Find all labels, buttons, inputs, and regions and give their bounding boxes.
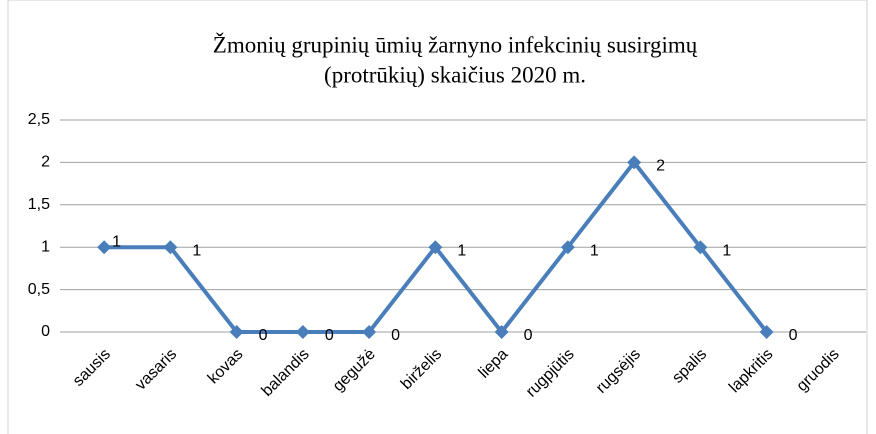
data-label: 1 [192,242,201,259]
x-tick-label: liepa [476,346,512,382]
data-label: 1 [722,242,731,259]
marker [693,240,708,255]
y-tick-label: 2 [41,154,50,171]
marker [295,325,310,339]
data-label: 0 [789,327,798,344]
x-tick-label: sausis [70,346,114,390]
y-tick-label: 0 [41,323,50,340]
x-tick-label: spalis [669,346,710,387]
x-tick-label: gegužė [330,346,379,395]
marker [627,155,642,170]
chart-title: (protrūkių) skaičius 2020 m. [324,62,586,87]
x-tick-label: kovas [205,346,247,388]
y-tick-label: 2,5 [28,111,50,128]
data-label: 1 [590,242,599,259]
marker [494,325,509,339]
data-label: 0 [259,327,268,344]
marker [229,325,244,339]
data-label: 2 [656,158,665,175]
x-tick-label: rugsėjis [593,346,644,397]
y-tick-label: 0,5 [28,281,50,298]
marker [97,240,112,255]
x-tick-label: gruodis [794,346,843,395]
data-label: 0 [524,327,533,344]
data-label: 0 [325,327,334,344]
chart-title: Žmonių grupinių ūmių žarnyno infekcinių … [213,32,698,57]
x-tick-label: rugpjūtis [523,346,578,401]
y-tick-label: 1,5 [28,196,50,213]
x-tick-label: vasaris [132,346,180,394]
x-tick-label: lapkritis [726,346,776,396]
marker [560,240,575,255]
x-tick-label: birželis [398,346,445,393]
marker [163,240,178,255]
y-tick-label: 1 [41,238,50,255]
data-label: 1 [112,233,121,250]
marker [362,325,377,339]
data-label: 0 [391,327,400,344]
data-label: 1 [457,242,466,259]
marker [759,325,774,339]
x-tick-label: balandis [259,346,313,400]
chart-frame [7,0,868,434]
marker [428,240,443,255]
